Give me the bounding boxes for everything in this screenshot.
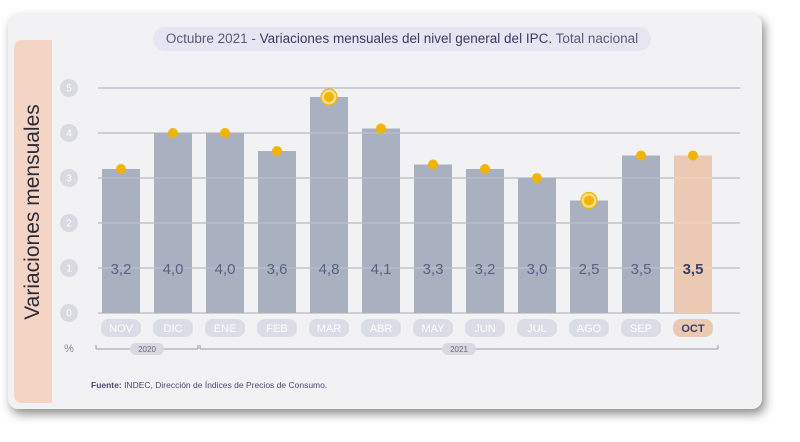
value-label-jul: 3,0 bbox=[527, 261, 548, 278]
y-tick-badge bbox=[60, 79, 78, 97]
source-note: Fuente: INDEC, Dirección de Índices de P… bbox=[91, 380, 327, 390]
month-pill-sep bbox=[621, 319, 661, 337]
bar-ago bbox=[570, 200, 608, 313]
month-label-sep: SEP bbox=[630, 323, 652, 335]
value-label-feb: 3,6 bbox=[267, 261, 288, 278]
point-ene bbox=[220, 128, 230, 138]
point-ago bbox=[584, 195, 594, 206]
value-label-dic: 4,0 bbox=[163, 261, 184, 278]
month-pill-ago bbox=[569, 319, 609, 337]
point-abr bbox=[376, 123, 386, 134]
title-date: Octubre 2021 - bbox=[165, 31, 260, 46]
month-label-ene: ENE bbox=[214, 323, 237, 335]
bar-jul bbox=[518, 178, 556, 313]
value-label-ago: 2,5 bbox=[579, 261, 600, 278]
year-pill bbox=[442, 343, 476, 355]
point-nov bbox=[116, 164, 126, 174]
bar-jun bbox=[466, 169, 504, 313]
month-pill-oct bbox=[673, 319, 713, 337]
month-label-dic: DIC bbox=[164, 323, 183, 335]
chart-title: Octubre 2021 - Variaciones mensuales del… bbox=[153, 27, 651, 51]
y-tick-label: 0 bbox=[66, 309, 72, 320]
month-pill-jun bbox=[465, 319, 505, 337]
bar-oct bbox=[674, 155, 712, 313]
month-pill-dic bbox=[153, 319, 193, 337]
month-pill-may bbox=[413, 319, 453, 337]
point-jun bbox=[480, 164, 490, 174]
y-unit-label: % bbox=[64, 343, 74, 355]
month-pill-ene bbox=[205, 319, 245, 337]
value-label-nov: 3,2 bbox=[111, 261, 132, 278]
year-label: 2020 bbox=[138, 345, 156, 354]
title-main: Variaciones mensuales del nivel general … bbox=[259, 31, 553, 46]
y-tick-badge bbox=[60, 124, 78, 142]
month-label-jul: JUL bbox=[527, 323, 547, 335]
point-feb bbox=[272, 146, 282, 156]
month-pill-abr bbox=[361, 319, 401, 337]
point-mar bbox=[324, 92, 334, 102]
bar-nov bbox=[102, 169, 140, 313]
point-may bbox=[428, 159, 438, 170]
month-label-jun: JUN bbox=[474, 323, 495, 335]
y-tick-label: 3 bbox=[66, 174, 72, 185]
bar-may bbox=[414, 164, 452, 313]
value-label-mar: 4,8 bbox=[319, 261, 340, 278]
bar-ene bbox=[206, 133, 244, 313]
bar-feb bbox=[258, 151, 296, 313]
bar-dic bbox=[154, 133, 192, 313]
month-pill-nov bbox=[101, 319, 141, 337]
month-label-oct: OCT bbox=[681, 323, 705, 335]
title-scope: Total nacional bbox=[552, 31, 639, 46]
value-label-may: 3,3 bbox=[423, 261, 444, 278]
value-label-abr: 4,1 bbox=[371, 261, 392, 278]
point-oct bbox=[688, 150, 698, 161]
bar-mar bbox=[310, 97, 348, 313]
y-tick-label: 2 bbox=[66, 219, 72, 230]
bar-sep bbox=[622, 155, 660, 313]
bar-abr bbox=[362, 128, 400, 313]
y-tick-label: 1 bbox=[66, 264, 72, 275]
y-axis-panel bbox=[14, 40, 52, 403]
value-label-ene: 4,0 bbox=[215, 261, 236, 278]
month-pill-feb bbox=[257, 319, 297, 337]
y-tick-badge bbox=[60, 304, 78, 322]
y-tick-badge bbox=[60, 169, 78, 187]
y-tick-label: 4 bbox=[66, 129, 72, 140]
value-label-sep: 3,5 bbox=[631, 261, 652, 278]
source-label: Fuente: bbox=[91, 380, 122, 390]
y-tick-badge bbox=[60, 259, 78, 277]
year-label: 2021 bbox=[450, 345, 468, 354]
source-text: INDEC, Dirección de Índices de Precios d… bbox=[121, 380, 328, 390]
month-pill-mar bbox=[309, 319, 349, 337]
month-label-nov: NOV bbox=[109, 323, 134, 335]
month-pill-jul bbox=[517, 319, 557, 337]
point-sep bbox=[636, 150, 646, 161]
year-pill bbox=[130, 343, 164, 355]
month-label-ago: AGO bbox=[577, 323, 602, 335]
month-label-feb: FEB bbox=[266, 323, 287, 335]
month-label-mar: MAR bbox=[317, 323, 342, 335]
y-tick-badge bbox=[60, 214, 78, 232]
value-label-oct: 3,5 bbox=[683, 261, 704, 278]
y-tick-label: 5 bbox=[66, 84, 72, 95]
month-label-may: MAY bbox=[421, 323, 445, 335]
value-label-jun: 3,2 bbox=[475, 261, 496, 278]
point-dic bbox=[168, 128, 178, 138]
month-label-abr: ABR bbox=[370, 323, 393, 335]
point-jul bbox=[532, 173, 542, 183]
